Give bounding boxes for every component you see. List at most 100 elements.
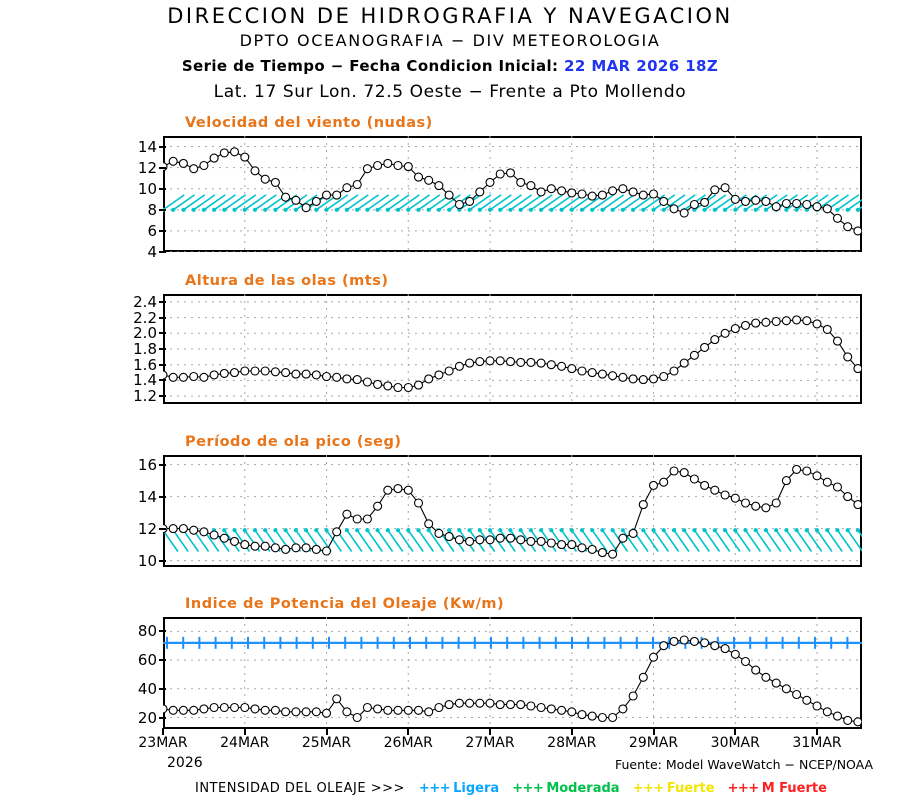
data-point	[219, 148, 229, 158]
data-point	[536, 358, 546, 368]
data-point	[771, 678, 781, 688]
data-point	[229, 702, 240, 713]
direction-arrow	[375, 194, 400, 212]
y-tick-mark	[159, 687, 166, 690]
direction-arrow	[344, 194, 369, 212]
data-point	[189, 164, 199, 174]
data-point	[189, 371, 199, 382]
data-point	[802, 316, 812, 326]
direction-arrow	[324, 194, 349, 212]
data-point	[219, 368, 229, 378]
direction-arrow	[855, 205, 862, 212]
data-point	[362, 702, 372, 713]
data-point	[546, 704, 556, 714]
plot-frame-wind-speed	[163, 136, 862, 252]
data-point	[832, 482, 843, 492]
direction-arrow	[702, 528, 721, 552]
direction-arrow	[600, 528, 618, 552]
data-point	[362, 164, 372, 174]
y-tick-mark	[159, 395, 166, 398]
data-point	[832, 213, 843, 223]
y-tick-label: 20	[137, 708, 157, 727]
legend-label: M Fuerte	[761, 781, 827, 796]
direction-arrow	[763, 528, 782, 552]
data-point	[434, 702, 444, 713]
direction-arrow	[661, 528, 680, 552]
data-point	[250, 366, 260, 376]
data-point	[526, 181, 536, 191]
data-point	[628, 187, 638, 197]
data-point	[465, 698, 475, 708]
data-point	[444, 700, 454, 710]
data-point	[618, 704, 628, 714]
data-point	[373, 704, 383, 714]
data-point	[751, 195, 761, 205]
legend-item-m-fuerte: +++ M Fuerte	[728, 781, 840, 796]
direction-arrow	[528, 194, 553, 212]
data-point	[311, 544, 321, 554]
y-tick-label: 1.2	[133, 387, 157, 406]
x-tick-label: 29MAR	[628, 735, 679, 751]
data-point	[638, 672, 648, 682]
data-point	[689, 636, 699, 646]
data-point	[413, 498, 424, 508]
data-point	[362, 377, 372, 387]
y-tick-label: 2.2	[133, 308, 157, 327]
data-point	[618, 533, 628, 543]
data-point	[505, 700, 516, 710]
data-point	[199, 704, 209, 714]
direction-arrow	[395, 194, 420, 212]
intensity-legend: INTENSIDAD DEL OLEAJE >>> +++ Ligera +++ Mod…	[195, 781, 840, 796]
direction-arrow	[201, 194, 226, 212]
direction-arrow	[794, 528, 813, 552]
data-point	[434, 181, 444, 191]
direction-arrow	[406, 194, 431, 212]
data-point	[679, 635, 689, 645]
data-point	[853, 717, 862, 727]
data-point	[761, 196, 771, 206]
data-point	[771, 498, 781, 508]
y-tick-mark	[159, 716, 166, 719]
data-point	[577, 366, 587, 376]
direction-arrow	[171, 194, 195, 212]
chart-panel-wave-height: Altura de las olas (mts) 1.2 1.4 1.6 1.8 2.0 2…	[133, 273, 862, 405]
y-tick-label: 2.0	[133, 324, 157, 343]
data-point	[730, 493, 740, 503]
data-point	[311, 370, 321, 380]
data-point	[792, 315, 802, 325]
data-point	[342, 374, 352, 384]
data-point	[536, 702, 546, 713]
direction-arrow	[641, 528, 659, 552]
data-point	[638, 190, 648, 200]
data-point	[199, 372, 209, 382]
data-point	[567, 188, 577, 198]
data-point	[475, 535, 485, 545]
direction-arrow	[365, 528, 383, 552]
direction-arrow	[774, 528, 792, 552]
data-point	[332, 190, 342, 200]
data-point	[475, 187, 485, 197]
data-point	[843, 222, 853, 232]
source-credit: Fuente: Model WaveWatch − NCEP/NOAA	[615, 757, 874, 772]
data-point	[516, 700, 526, 710]
data-point	[720, 183, 730, 193]
data-point	[659, 641, 669, 651]
direction-arrow	[365, 194, 390, 212]
data-point	[577, 189, 587, 199]
data-point	[557, 540, 567, 550]
data-point	[485, 698, 495, 708]
data-point	[822, 707, 832, 717]
data-point	[730, 324, 740, 334]
dept-title: DPTO OCEANOGRAFIA − DIV METEOROLOGIA	[239, 31, 661, 50]
x-tick-mark	[162, 728, 164, 735]
plot-area-wave-height	[163, 294, 862, 404]
data-point	[689, 199, 699, 210]
data-point	[832, 336, 843, 346]
data-point	[659, 196, 669, 206]
direction-arrow	[416, 528, 435, 552]
y-tick-mark	[159, 495, 166, 498]
data-point	[495, 169, 505, 179]
data-point	[383, 158, 393, 168]
data-point	[229, 147, 240, 157]
data-point	[669, 636, 679, 646]
